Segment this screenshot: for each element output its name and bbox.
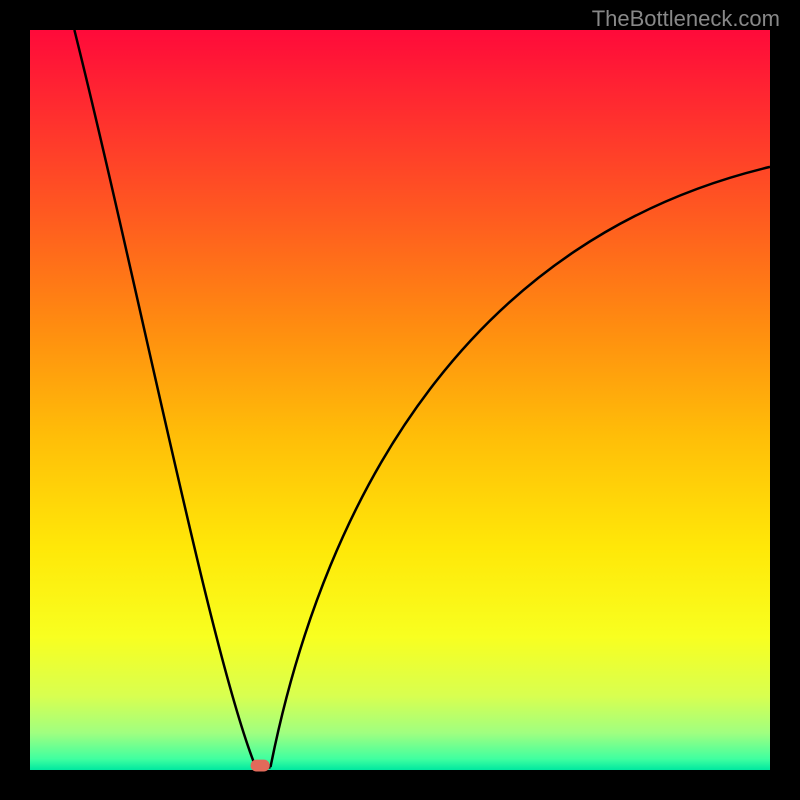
curve-left-branch [74, 30, 255, 767]
bottleneck-curve [30, 30, 770, 770]
min-marker [251, 760, 270, 772]
plot-area [30, 30, 770, 770]
chart-stage: TheBottleneck.com [0, 0, 800, 800]
curve-right-branch [271, 167, 771, 767]
watermark-text: TheBottleneck.com [592, 6, 780, 32]
